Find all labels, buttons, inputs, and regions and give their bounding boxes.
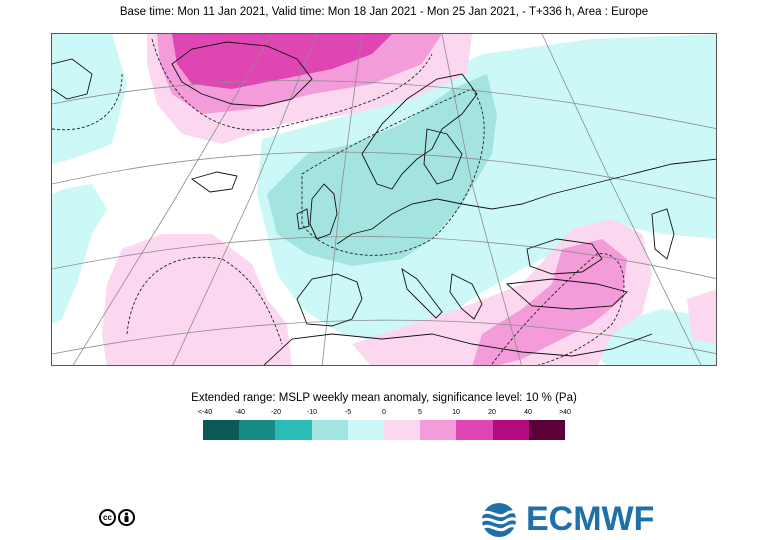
legend-title: Extended range: MSLP weekly mean anomaly… [191, 392, 577, 404]
legend-tick: -40 [234, 409, 246, 416]
legend-swatch [420, 420, 457, 440]
legend-swatch [275, 420, 312, 440]
legend-swatch [311, 420, 348, 440]
significance-contour-west [52, 73, 123, 131]
field-neg10-europe [267, 74, 497, 266]
legend-tick: >40 [559, 409, 571, 416]
legend-colorbar [203, 420, 565, 440]
license-badge: cc [99, 509, 135, 526]
anomaly-fields [52, 34, 716, 365]
field-pos5-atlantic [102, 234, 292, 365]
legend-swatch [383, 420, 421, 440]
significance-contour-med [491, 253, 625, 365]
field-pos5-east [687, 289, 716, 344]
map-title: Base time: Mon 11 Jan 2021, Valid time: … [119, 6, 649, 18]
graticule [52, 34, 716, 365]
legend-tick: 10 [452, 409, 460, 416]
ecmwf-emblem-icon [480, 502, 520, 537]
map-canvas [52, 34, 716, 365]
cc-icon: cc [99, 509, 116, 526]
brand-wordmark: ECMWF [526, 500, 655, 538]
ecmwf-logo: ECMWF [476, 500, 654, 539]
coastlines [52, 41, 716, 365]
anomaly-map [51, 33, 717, 366]
legend-swatch [239, 420, 276, 440]
field-neg5-north-sea [52, 184, 107, 324]
field-neg5-west [52, 34, 127, 164]
legend-ticks: <-40 -40 -20 -10 -5 0 5 10 20 40 >40 [0, 409, 768, 421]
legend-swatch [347, 420, 384, 440]
field-neg5-central [257, 34, 716, 344]
legend-tick: 20 [488, 409, 496, 416]
legend-tick: -20 [270, 409, 282, 416]
legend-swatch [528, 420, 565, 440]
field-pos20-north [172, 34, 392, 89]
significance-contour-atlantic [126, 257, 283, 345]
significance-contour-north [151, 38, 433, 131]
legend-swatch [492, 420, 529, 440]
legend-swatch [203, 420, 240, 440]
legend-swatch [456, 420, 493, 440]
legend-tick: <-40 [197, 409, 213, 416]
legend-tick: -5 [344, 409, 352, 416]
field-pos10-med [472, 239, 627, 365]
significance-contour-central [301, 88, 485, 256]
legend-tick: 40 [524, 409, 532, 416]
legend-tick: 5 [418, 409, 422, 416]
person-icon [118, 509, 135, 526]
legend-tick: -10 [306, 409, 318, 416]
legend-tick: 0 [382, 409, 386, 416]
